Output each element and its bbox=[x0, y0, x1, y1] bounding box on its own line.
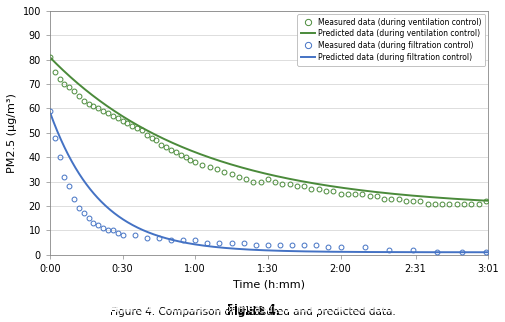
Text: Figure 4. Comparison of measured and predicted data.: Figure 4. Comparison of measured and pre… bbox=[110, 307, 395, 317]
Y-axis label: PM2.5 (μg/m³): PM2.5 (μg/m³) bbox=[7, 93, 17, 173]
Legend: Measured data (during ventilation control), Predicted data (during ventilation c: Measured data (during ventilation contro… bbox=[296, 14, 484, 66]
X-axis label: Time (h:mm): Time (h:mm) bbox=[233, 279, 305, 289]
Text: Figure 4.: Figure 4. bbox=[226, 304, 279, 314]
Text: Figure 4.: Figure 4. bbox=[226, 307, 279, 317]
Text: Figure 4. Comparison of measured and predicted data.: Figure 4. Comparison of measured and pre… bbox=[110, 304, 395, 314]
